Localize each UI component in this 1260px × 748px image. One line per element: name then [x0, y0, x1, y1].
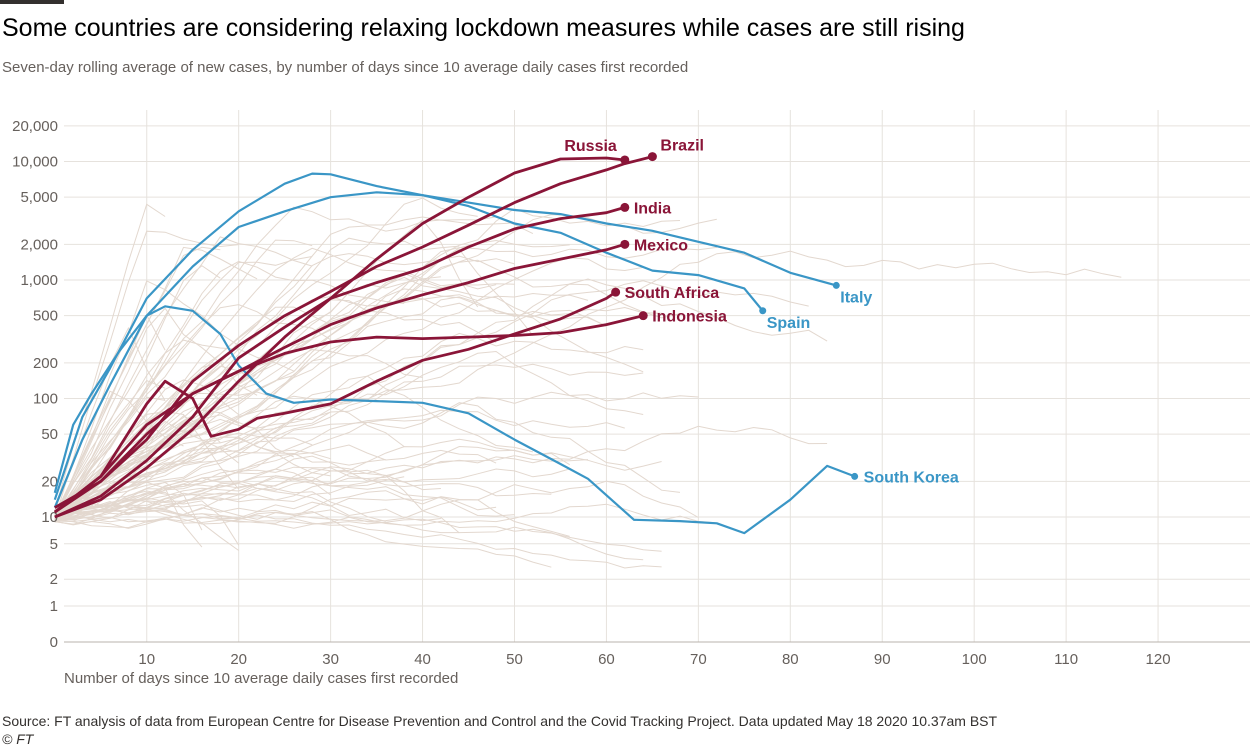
background-country-line: [54, 466, 552, 514]
russia-label: Russia: [564, 138, 617, 155]
india-label: India: [634, 200, 671, 217]
y-tick-label: 2: [50, 571, 58, 588]
indonesia-end-marker: [638, 311, 648, 321]
south-africa-label: South Africa: [625, 285, 720, 302]
spain-label: Spain: [767, 315, 811, 332]
y-tick-label: 2,000: [20, 236, 58, 253]
y-tick-label: 50: [41, 426, 58, 443]
background-country-line: [54, 396, 166, 517]
line-chart: 10 20 30 40 50 60 70 80 90 100 110 120 0 1 2 5 10 20 50 100…: [12, 110, 1250, 666]
background-country-line: [54, 390, 184, 518]
italy-label: Italy: [840, 289, 872, 306]
background-country-line: [54, 379, 240, 516]
y-tick-label: 20: [41, 473, 58, 490]
india-end-marker: [620, 202, 630, 212]
india-line: [54, 206, 626, 519]
highlighted-series: [53, 155, 856, 535]
background-country-line: [54, 280, 239, 516]
y-tick-label: 5,000: [20, 189, 58, 206]
background-country-line: [54, 280, 809, 515]
y-tick-label: 1,000: [20, 272, 58, 289]
y-tick-label: 1: [50, 598, 58, 615]
background-country-line: [54, 239, 313, 521]
axes: 10 20 30 40 50 60 70 80 90 100 110 120 0 1 2 5 10 20 50 100…: [12, 118, 1250, 666]
background-country-line: [54, 307, 221, 519]
y-tick-label: 0: [50, 634, 58, 651]
background-country-line: [54, 391, 699, 511]
background-country-line: [54, 276, 607, 512]
y-tick-label: 100: [33, 391, 58, 408]
brazil-label: Brazil: [660, 138, 704, 155]
mexico-end-marker: [620, 239, 630, 249]
indonesia-label: Indonesia: [652, 309, 727, 326]
y-tick-label: 5: [50, 536, 58, 553]
x-tick-label: 70: [690, 651, 707, 666]
mexico-line: [54, 242, 626, 514]
background-country-line: [54, 409, 625, 522]
y-tick-label: 200: [33, 355, 58, 372]
spain-line: [53, 191, 764, 509]
background-country-line: [54, 444, 497, 523]
background-country-line: [54, 306, 331, 515]
x-tick-label: 20: [230, 651, 247, 666]
x-tick-label: 80: [782, 651, 799, 666]
background-country-line: [54, 265, 221, 517]
background-country-line: [54, 468, 331, 518]
south-africa-end-marker: [611, 287, 621, 297]
background-country-line: [54, 466, 570, 519]
background-country-line: [54, 375, 534, 523]
chart-subtitle: Seven-day rolling average of new cases, …: [2, 59, 689, 76]
italy-end-marker: [832, 281, 840, 289]
background-country-line: [54, 455, 441, 511]
background-country-line: [54, 250, 1122, 517]
background-country-line: [54, 257, 644, 512]
background-country-line: [54, 236, 313, 518]
y-tick-label: 10: [41, 509, 58, 526]
mexico-label: Mexico: [634, 237, 688, 254]
background-country-line: [54, 414, 239, 517]
x-axis-label: Number of days since 10 average daily ca…: [64, 670, 459, 687]
y-tick-label: 10,000: [12, 154, 58, 171]
x-tick-label: 60: [598, 651, 615, 666]
series-labels: Russia Brazil India Mexico South Africa Indon…: [564, 138, 959, 487]
chart-title: Some countries are considering relaxing …: [2, 14, 965, 42]
x-tick-label: 10: [138, 651, 155, 666]
x-tick-label: 50: [506, 651, 523, 666]
south-africa-line: [53, 290, 617, 514]
background-country-line: [54, 447, 331, 520]
grid: [64, 110, 1250, 643]
source-note: Source: FT analysis of data from Europea…: [2, 713, 998, 729]
brazil-end-marker: [647, 152, 657, 162]
south-korea-label: South Korea: [864, 469, 959, 486]
background-country-line: [54, 230, 239, 520]
x-tick-label: 110: [1054, 651, 1078, 666]
credit-note: © FT: [2, 731, 34, 747]
background-country-line: [54, 455, 589, 525]
south-korea-end-marker: [851, 472, 859, 480]
indonesia-line: [53, 314, 644, 514]
background-country-line: [54, 278, 828, 517]
spain-end-marker: [759, 307, 767, 315]
x-tick-label: 100: [962, 651, 987, 666]
background-country-line: [54, 480, 699, 522]
y-tick-label: 500: [33, 308, 58, 325]
background-country-line: [54, 425, 828, 515]
x-tick-label: 90: [874, 651, 891, 666]
x-tick-label: 40: [414, 651, 431, 666]
x-tick-label: 120: [1146, 651, 1171, 666]
background-country-line: [54, 496, 570, 537]
background-country-line: [54, 339, 295, 521]
russia-end-marker: [620, 155, 630, 165]
background-country-line: [54, 363, 644, 516]
y-tick-label: 20,000: [12, 118, 58, 135]
italy-line: [53, 172, 837, 501]
background-country-line: [54, 438, 570, 520]
brand-accent-bar: [0, 0, 64, 4]
x-tick-label: 30: [322, 651, 339, 666]
background-country-line: [54, 395, 405, 518]
background-country-line: [54, 259, 681, 514]
background-country-line: [54, 510, 552, 568]
background-country-line: [54, 350, 644, 513]
